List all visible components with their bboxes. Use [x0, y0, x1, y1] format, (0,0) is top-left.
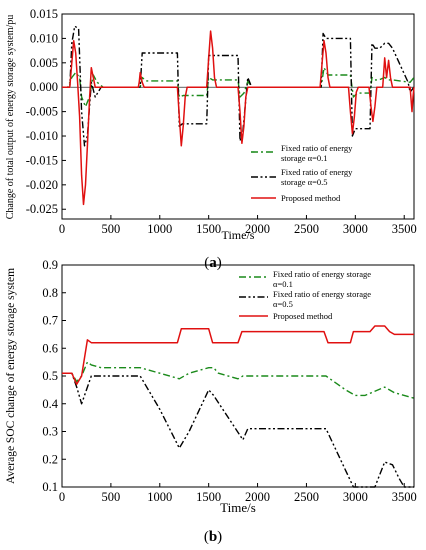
- x-tick-label-a-2: 1000: [147, 222, 172, 236]
- x-tick-label-a-6: 3000: [343, 222, 368, 236]
- legend-b: Fixed ratio of energy storage α=0.1 Fixe…: [234, 268, 412, 324]
- y-tick-label-a-4: -0.005: [26, 105, 58, 119]
- x-tick-label-a-4: 2000: [245, 222, 270, 236]
- y-tick-label-b-6: 0.7: [42, 314, 58, 328]
- series-line-a-0: [62, 66, 415, 108]
- x-tick-label-a-7: 3500: [392, 222, 417, 236]
- x-tick-label-b-2: 1000: [147, 490, 172, 504]
- y-tick-label-a-0: 0.015: [30, 7, 58, 21]
- x-tick-label-a-5: 2500: [294, 222, 319, 236]
- legend-label-a-2-line1: Proposed method: [281, 193, 341, 203]
- x-tick-label-b-3: 1500: [196, 490, 221, 504]
- series-line-b-2: [62, 325, 414, 386]
- y-tick-label-b-4: 0.5: [42, 369, 58, 383]
- x-tick-label-b-4: 2000: [245, 490, 270, 504]
- legend-label-a-0-line2: storage α=0.1: [281, 153, 328, 163]
- y-axis-label-b: Average SOC change of energy storage sys…: [5, 268, 17, 484]
- series-line-b-0: [62, 361, 415, 399]
- y-tick-label-b-7: 0.8: [42, 286, 58, 300]
- legend-box-a: [246, 144, 408, 212]
- y-tick-label-a-2: 0.005: [30, 56, 58, 70]
- x-tick-label-b-0: 0: [59, 490, 65, 504]
- y-tick-label-a-6: -0.015: [26, 153, 58, 167]
- legend-box-b: [234, 268, 412, 324]
- caption-b: (b): [204, 529, 222, 545]
- series-group-b: [62, 325, 415, 488]
- series-line-a-1: [62, 25, 415, 147]
- y-tick-label-b-2: 0.3: [42, 425, 58, 439]
- tick-labels-b: 0 500 1000 1500 2000 2500 3000 3500 0.1 0.2 0.3 0.4…: [42, 258, 416, 504]
- legend-label-a-1-line2: storage α=0.5: [281, 177, 328, 187]
- y-tick-label-a-1: 0.010: [30, 31, 58, 45]
- y-tick-label-a-3: 0.000: [30, 80, 58, 94]
- y-tick-label-a-8: -0.025: [26, 202, 58, 216]
- caption-b-letter: b: [209, 529, 217, 545]
- y-axis-label-a: Change of total output of energy storage…: [5, 15, 16, 220]
- legend-label-a-1-line1: Fixed ratio of energy: [281, 167, 353, 177]
- legend-label-b-0-line2: α=0.1: [273, 279, 293, 289]
- x-tick-label-b-7: 3500: [392, 490, 417, 504]
- legend-label-b-1-line1: Fixed ratio of energy storage: [273, 289, 371, 299]
- y-tick-label-b-5: 0.6: [42, 341, 58, 355]
- legend-label-a-0-line1: Fixed ratio of energy: [281, 143, 353, 153]
- tick-marks-b: [61, 264, 405, 488]
- series-group-a: [62, 25, 415, 206]
- y-tick-label-b-3: 0.4: [42, 397, 58, 411]
- x-axis-label-b: Time/s: [220, 500, 256, 515]
- caption-a-letter: a: [209, 255, 217, 271]
- series-line-a-2: [62, 30, 415, 206]
- x-tick-label-a-3: 1500: [196, 222, 221, 236]
- x-axis-label-a: Time/s: [222, 228, 255, 242]
- x-tick-label-b-5: 2500: [294, 490, 319, 504]
- legend-label-b-0-line1: Fixed ratio of energy storage: [273, 269, 371, 279]
- y-tick-label-b-1: 0.2: [42, 452, 58, 466]
- legend-label-b-2-line1: Proposed method: [273, 311, 333, 321]
- tick-labels-a: 0 500 1000 1500 2000 2500 3000 3500 0.015 0.010 0.…: [26, 7, 417, 236]
- y-tick-label-a-5: -0.010: [26, 129, 58, 143]
- caption-a-open: (: [204, 255, 209, 271]
- chart-panel-a: 0 500 1000 1500 2000 2500 3000 3500 0.015 0.010 0.…: [5, 7, 417, 271]
- caption-a-close: ): [217, 255, 222, 271]
- y-tick-label-b-8: 0.9: [42, 258, 58, 272]
- y-tick-label-b-0: 0.1: [42, 480, 58, 494]
- series-line-b-1: [62, 372, 414, 488]
- x-tick-label-a-1: 500: [102, 222, 121, 236]
- caption-a: (a): [204, 255, 222, 271]
- plot-area-frame-a: [61, 13, 415, 220]
- caption-b-close: ): [217, 529, 222, 545]
- legend-label-b-1-line2: α=0.5: [273, 299, 293, 309]
- chart-panel-b: 0 500 1000 1500 2000 2500 3000 3500 0.1 0.2 0.3 0.4…: [5, 258, 417, 545]
- y-tick-label-a-7: -0.020: [26, 178, 58, 192]
- x-tick-label-b-1: 500: [102, 490, 121, 504]
- caption-b-open: (: [204, 529, 209, 545]
- x-tick-label-a-0: 0: [59, 222, 65, 236]
- legend-a: Fixed ratio of energy storage α=0.1 Fixe…: [246, 143, 408, 212]
- x-tick-label-b-6: 3000: [343, 490, 368, 504]
